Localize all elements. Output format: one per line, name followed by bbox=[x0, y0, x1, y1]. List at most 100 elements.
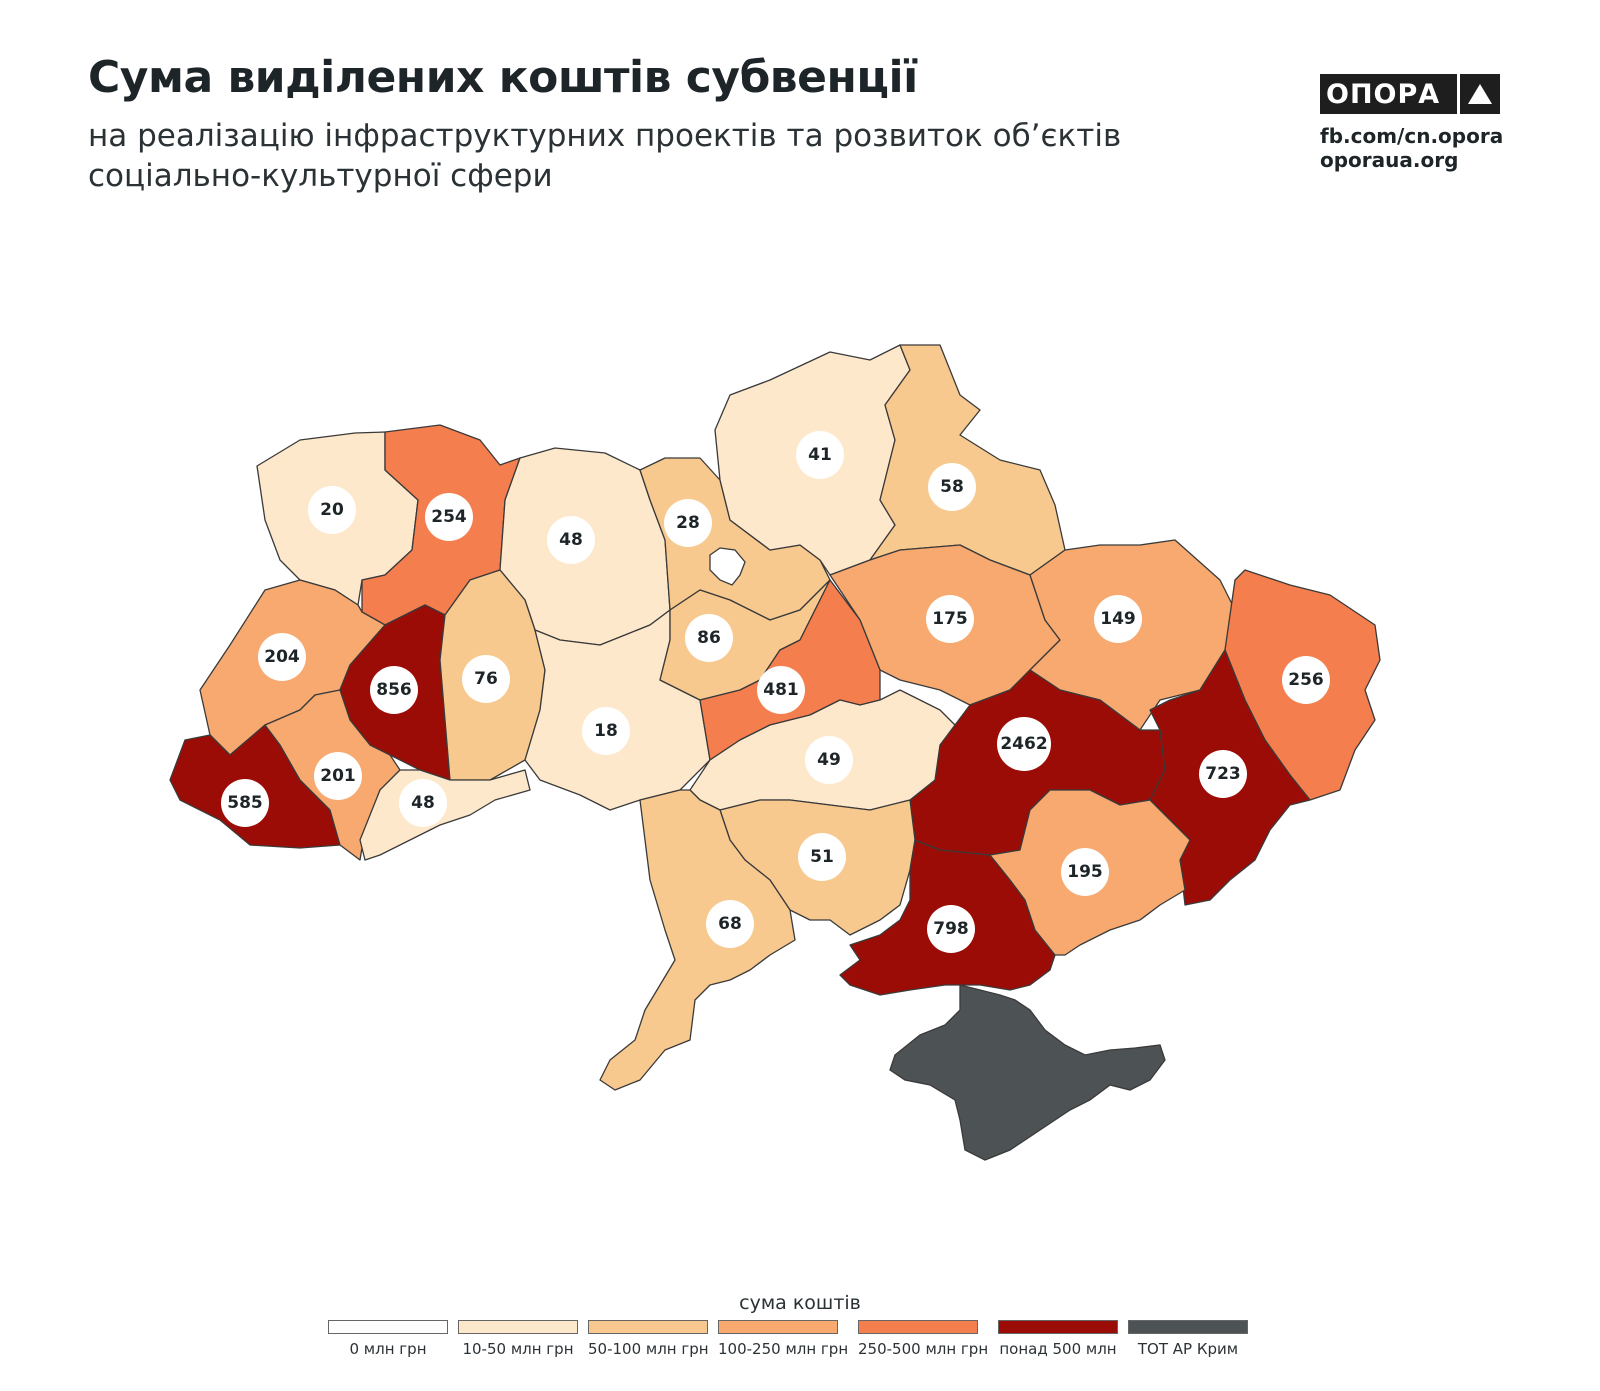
value-label-dnipropetrovsk: 2462 bbox=[997, 717, 1051, 771]
legend-swatch bbox=[858, 1320, 978, 1334]
value-label-zhytomyr: 48 bbox=[547, 516, 595, 564]
value-circle bbox=[399, 779, 447, 827]
value-text: 58 bbox=[940, 477, 964, 497]
value-text: 723 bbox=[1205, 764, 1241, 784]
opora-logo: ОПОРА bbox=[1320, 74, 1500, 114]
value-circle bbox=[927, 905, 975, 953]
value-label-odesa: 68 bbox=[706, 900, 754, 948]
value-text: 49 bbox=[817, 750, 841, 770]
value-circle bbox=[308, 486, 356, 534]
value-text: 195 bbox=[1067, 862, 1103, 882]
legend-item-3: 100-250 млн грн bbox=[718, 1320, 849, 1358]
value-text: 175 bbox=[932, 609, 968, 629]
value-label-zaporizhzhia: 195 bbox=[1061, 848, 1109, 896]
value-circle bbox=[582, 707, 630, 755]
legend-label: 10-50 млн грн bbox=[462, 1340, 574, 1358]
value-text: 2462 bbox=[1000, 734, 1047, 754]
value-circle bbox=[926, 595, 974, 643]
value-circle bbox=[685, 614, 733, 662]
brand-block: ОПОРА fb.com/cn.opora oporaua.org bbox=[1320, 74, 1504, 172]
value-text: 76 bbox=[474, 669, 498, 689]
legend-swatch bbox=[328, 1320, 448, 1334]
legend-item-2: 50-100 млн грн bbox=[588, 1320, 709, 1358]
kyiv-city[interactable] bbox=[709, 547, 746, 586]
value-label-lviv: 204 bbox=[258, 633, 306, 681]
value-text: 149 bbox=[1100, 609, 1136, 629]
page-subtitle: на реалізацію інфраструктурних проектів … bbox=[88, 118, 1122, 194]
value-circle bbox=[547, 516, 595, 564]
legend-label: 50-100 млн грн bbox=[588, 1340, 709, 1358]
value-label-mykolaiv: 51 bbox=[798, 833, 846, 881]
region-crimea[interactable] bbox=[889, 984, 1166, 1161]
value-circle bbox=[221, 779, 269, 827]
page-title: Сума виділених коштів субвенції bbox=[88, 52, 918, 103]
value-text: 28 bbox=[676, 513, 700, 533]
legend-swatch bbox=[588, 1320, 708, 1334]
value-label-rivne: 254 bbox=[425, 493, 473, 541]
value-circle bbox=[757, 666, 805, 714]
value-circle bbox=[1199, 750, 1247, 798]
value-label-ivano-frankivsk: 201 bbox=[314, 752, 362, 800]
value-label-poltava: 175 bbox=[926, 595, 974, 643]
value-label-vinnytsia: 18 bbox=[582, 707, 630, 755]
value-label-kyiv-oblast: 28 bbox=[664, 499, 712, 547]
value-label-mykolaiv-north: 49 bbox=[805, 736, 853, 784]
value-text: 585 bbox=[227, 793, 263, 813]
value-text: 481 bbox=[763, 680, 799, 700]
legend-item-1: 10-50 млн грн bbox=[458, 1320, 578, 1358]
value-text: 798 bbox=[933, 919, 969, 939]
value-text: 201 bbox=[320, 766, 356, 786]
legend-item-6: ТОТ АР Крим bbox=[1128, 1320, 1248, 1358]
website-link[interactable]: oporaua.org bbox=[1320, 148, 1459, 172]
legend-swatch bbox=[718, 1320, 838, 1334]
value-circle bbox=[1094, 595, 1142, 643]
value-text: 18 bbox=[594, 721, 618, 741]
legend-label: понад 500 млн bbox=[999, 1340, 1117, 1358]
legend-label: 0 млн грн bbox=[349, 1340, 427, 1358]
legend-item-5: понад 500 млн bbox=[998, 1320, 1118, 1358]
value-text: 204 bbox=[264, 647, 300, 667]
facebook-link[interactable]: fb.com/cn.opora bbox=[1320, 124, 1504, 148]
value-label-khmelnytskyi: 76 bbox=[462, 655, 510, 703]
value-circle bbox=[706, 900, 754, 948]
logo-text: ОПОРА bbox=[1326, 78, 1441, 110]
value-circle bbox=[314, 752, 362, 800]
value-circle bbox=[796, 431, 844, 479]
value-label-luhansk: 256 bbox=[1282, 656, 1330, 704]
value-text: 68 bbox=[718, 914, 742, 934]
value-label-ternopil: 856 bbox=[370, 666, 418, 714]
value-label-kherson: 798 bbox=[927, 905, 975, 953]
value-circle bbox=[798, 833, 846, 881]
value-text: 86 bbox=[697, 628, 721, 648]
legend-label: ТОТ АР Крим bbox=[1137, 1340, 1239, 1358]
value-circle bbox=[805, 736, 853, 784]
value-text: 20 bbox=[320, 500, 344, 520]
value-circle bbox=[1061, 848, 1109, 896]
value-circle bbox=[258, 633, 306, 681]
value-circle bbox=[997, 717, 1051, 771]
value-circle bbox=[664, 499, 712, 547]
value-label-donetsk: 723 bbox=[1199, 750, 1247, 798]
value-label-chernihiv: 41 bbox=[796, 431, 844, 479]
value-text: 48 bbox=[411, 793, 435, 813]
triangle-icon bbox=[1457, 74, 1500, 114]
value-circle bbox=[1282, 656, 1330, 704]
value-circle bbox=[425, 493, 473, 541]
value-label-cherkasy: 86 bbox=[685, 614, 733, 662]
region-odesa[interactable] bbox=[599, 789, 796, 1091]
legend-swatch bbox=[998, 1320, 1118, 1334]
legend-swatch bbox=[458, 1320, 578, 1334]
value-label-sumy: 58 bbox=[928, 463, 976, 511]
value-label-chernivtsi: 48 bbox=[399, 779, 447, 827]
value-text: 256 bbox=[1288, 670, 1324, 690]
value-circle bbox=[462, 655, 510, 703]
value-label-kharkiv: 149 bbox=[1094, 595, 1142, 643]
value-label-zakarpattia: 585 bbox=[221, 779, 269, 827]
value-label-kirovohrad: 481 bbox=[757, 666, 805, 714]
legend-item-0: 0 млн грн bbox=[328, 1320, 448, 1358]
legend-swatch bbox=[1128, 1320, 1248, 1334]
legend-label: 100-250 млн грн bbox=[718, 1340, 849, 1358]
value-circle bbox=[370, 666, 418, 714]
value-text: 254 bbox=[431, 507, 467, 527]
